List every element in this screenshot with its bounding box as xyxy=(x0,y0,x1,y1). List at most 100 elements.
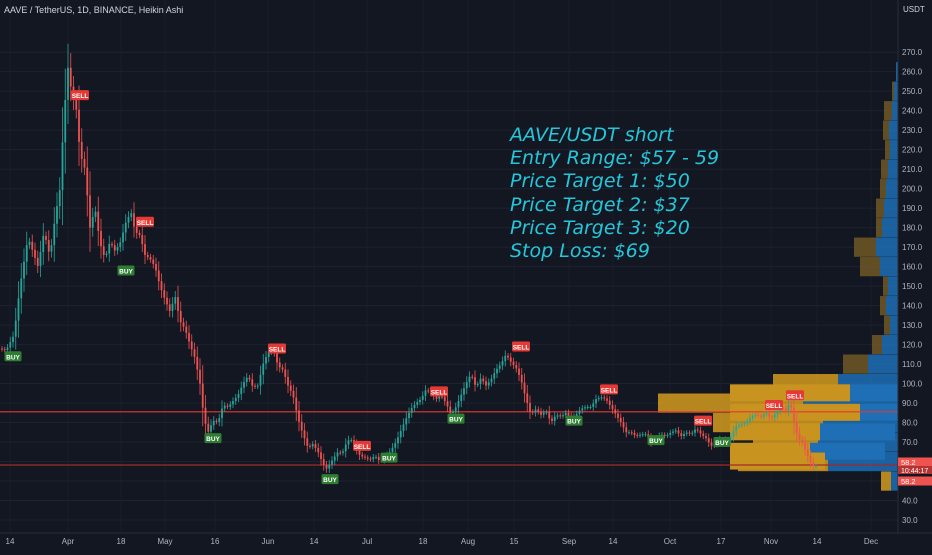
candle-down xyxy=(369,458,372,460)
price-tick-label: 80.0 xyxy=(902,419,918,428)
candle-up xyxy=(91,216,94,228)
note-line-entry: Entry Range: $57 - 59 xyxy=(510,147,720,170)
candle-up xyxy=(23,261,25,279)
candle-down xyxy=(278,362,281,368)
candle-down xyxy=(688,432,691,434)
candle-down xyxy=(182,322,185,327)
candle-down xyxy=(168,304,171,311)
candle-up xyxy=(212,420,215,426)
candle-down xyxy=(636,435,639,437)
candle-down xyxy=(441,396,443,398)
candle-up xyxy=(534,409,537,413)
signal-label-background xyxy=(117,265,135,276)
candle-up xyxy=(468,376,471,383)
time-tick-label: 15 xyxy=(510,537,519,546)
buy-signal-label[interactable]: BUY xyxy=(447,413,465,424)
price-tick-label: 90.0 xyxy=(902,399,918,408)
volume-profile-bar-sell xyxy=(843,354,868,374)
candle-up xyxy=(122,232,124,243)
candle-down xyxy=(155,263,157,271)
candle-up xyxy=(498,365,501,369)
candle-down xyxy=(207,423,210,432)
candle-down xyxy=(801,439,804,443)
sell-signal-label[interactable]: SELL xyxy=(430,386,448,397)
buy-signal-label[interactable]: BUY xyxy=(647,435,665,446)
buy-signal-label[interactable]: BUY xyxy=(565,415,583,426)
candle-down xyxy=(611,404,614,410)
sell-signal-label[interactable]: SELL xyxy=(600,384,618,395)
sell-signal-label[interactable]: SELL xyxy=(136,216,154,227)
sell-signal-label[interactable]: SELL xyxy=(71,90,89,101)
sell-signal-label[interactable]: SELL xyxy=(512,341,530,352)
candle-up xyxy=(452,411,454,413)
candle-down xyxy=(507,355,509,358)
candle-up xyxy=(553,416,556,421)
volume-profile-bar-sell xyxy=(884,101,892,121)
buy-signal-label[interactable]: BUY xyxy=(321,474,339,485)
volume-profile-bar-buy xyxy=(896,62,898,82)
buy-signal-label[interactable]: BUY xyxy=(713,437,731,448)
candle-down xyxy=(680,433,683,436)
volume-profile-bar-sell xyxy=(872,335,882,355)
buy-signal-label[interactable]: BUY xyxy=(4,351,22,362)
candle-down xyxy=(485,381,487,386)
buy-signal-label[interactable]: BUY xyxy=(380,452,398,463)
candle-up xyxy=(61,142,64,191)
candle-down xyxy=(320,452,322,460)
signal-label-text: SELL xyxy=(431,389,448,396)
candle-up xyxy=(237,394,240,398)
candle-up xyxy=(683,433,685,436)
price-tag-text: 58.2 xyxy=(901,458,916,467)
sell-signal-label[interactable]: SELL xyxy=(694,415,712,426)
signal-label-background xyxy=(71,90,89,101)
note-line-target-3: Price Target 3: $20 xyxy=(510,216,690,239)
candle-up xyxy=(17,298,20,321)
candle-up xyxy=(94,211,97,217)
candle-up xyxy=(729,436,732,440)
candle-up xyxy=(738,425,740,427)
signal-label-background xyxy=(512,341,530,352)
candle-up xyxy=(259,374,262,386)
candle-up xyxy=(218,418,221,422)
signal-label-background xyxy=(353,440,371,451)
candle-up xyxy=(776,411,779,415)
candle-down xyxy=(300,421,303,431)
buy-signal-label[interactable]: BUY xyxy=(204,433,222,444)
candle-down xyxy=(361,454,364,457)
candle-up xyxy=(584,407,586,409)
buy-signal-label[interactable]: BUY xyxy=(117,265,135,276)
candle-down xyxy=(141,235,144,245)
sell-signal-label[interactable]: SELL xyxy=(268,343,286,354)
candle-down xyxy=(757,414,760,416)
candle-up xyxy=(262,363,265,375)
sell-signal-label[interactable]: SELL xyxy=(353,440,371,451)
sell-signal-label[interactable]: SELL xyxy=(786,390,804,401)
candle-down xyxy=(185,326,188,333)
candle-down xyxy=(34,249,36,258)
candle-down xyxy=(1,348,3,350)
candle-up xyxy=(243,381,245,388)
candle-up xyxy=(562,415,564,417)
candle-down xyxy=(190,341,193,350)
volume-profile-bar-sell xyxy=(881,159,888,179)
candle-up xyxy=(56,206,58,224)
candle-up xyxy=(350,440,353,442)
candle-down xyxy=(306,438,309,446)
candle-down xyxy=(364,456,366,458)
candle-down xyxy=(152,259,155,264)
sell-signal-label[interactable]: SELL xyxy=(765,399,783,410)
signal-label-background xyxy=(600,384,618,395)
signal-label-background xyxy=(321,474,339,485)
candle-down xyxy=(111,243,113,246)
candle-down xyxy=(86,167,89,196)
candle-up xyxy=(311,444,314,447)
candle-down xyxy=(537,409,540,412)
session-profile-bar-buy xyxy=(820,423,895,441)
candle-up xyxy=(815,466,817,468)
candle-down xyxy=(567,412,570,416)
candle-down xyxy=(89,195,91,228)
trade-note: AAVE/USDT short Entry Range: $57 - 59 Pr… xyxy=(510,124,719,263)
candle-up xyxy=(564,412,567,416)
